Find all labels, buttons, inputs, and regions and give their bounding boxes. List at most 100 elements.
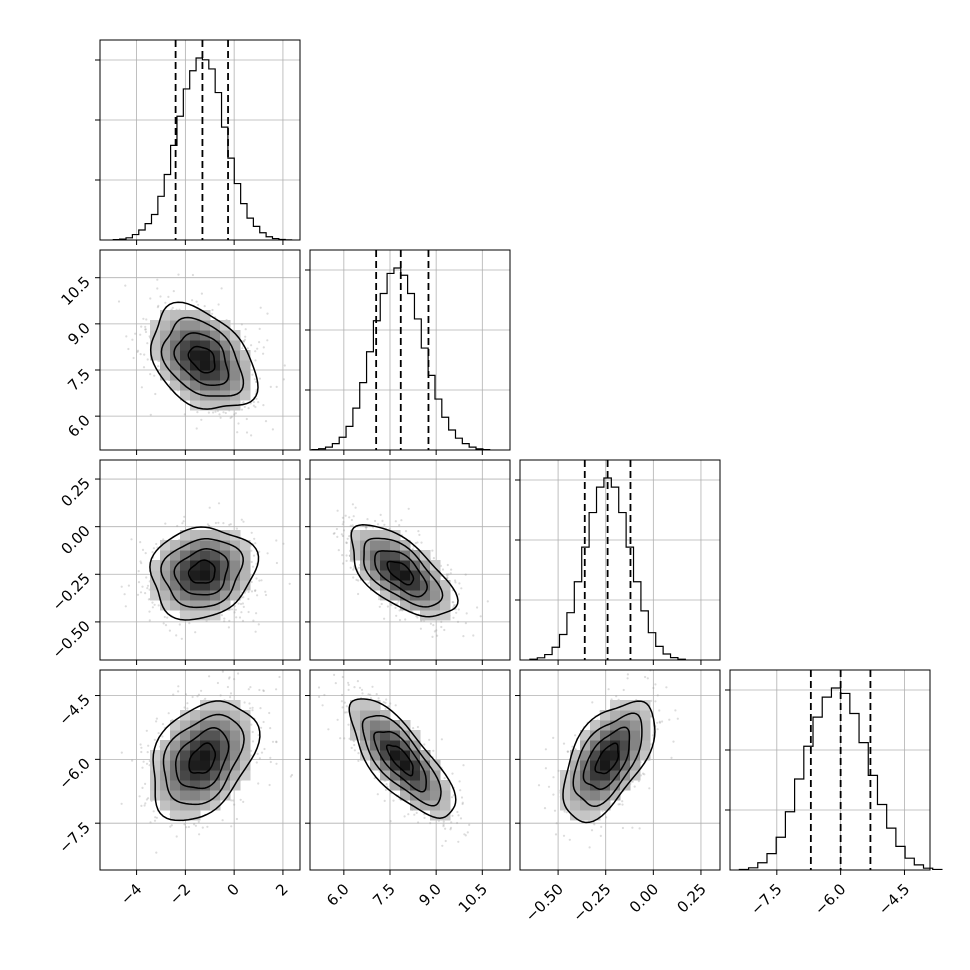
scatter-point [264,593,268,597]
scatter-point [457,814,460,817]
scatter-point [145,762,149,765]
scatter-point [262,346,265,349]
density-cell [160,330,171,341]
density-cell [200,570,211,581]
y-tick-label-2-1: −0.25 [49,569,94,614]
scatter-point [266,552,269,555]
panel-frame [99,249,301,451]
scatter-point [246,347,249,350]
density-cell [190,330,201,341]
scatter-point [347,688,350,692]
scatter-point [207,411,210,414]
density-cell [150,320,161,331]
scatter-point [262,352,265,355]
density-cell [170,380,181,391]
scatter-point [146,751,149,754]
density-cell [190,710,201,721]
scatter-point [394,606,397,610]
scatter-point [154,392,157,396]
scatter-point [383,617,386,620]
scatter-point [451,814,454,817]
scatter-point [156,287,159,290]
density-cell [200,340,211,351]
scatter-point [197,820,200,824]
scatter-point [183,413,186,416]
scatter-point [240,590,243,593]
scatter-point [218,413,221,416]
scatter-point [206,825,209,828]
scatter-point [146,342,149,345]
density-cell [220,340,231,351]
scatter-point [269,727,272,730]
density-cell [380,540,391,551]
scatter-point [201,826,204,829]
scatter-point [464,573,467,576]
scatter-point [153,374,156,377]
density-cell [210,370,221,381]
panel-2-1 [305,459,511,665]
y-tick-label-1-3: 10.5 [57,273,93,309]
scatter-point [404,618,407,621]
scatter-point [242,340,245,343]
scatter-point [394,704,397,707]
scatter-point [123,593,126,596]
density-cell [190,600,201,611]
scatter-point [446,563,449,567]
scatter-point [228,619,231,623]
scatter-point [423,743,426,746]
scatter-point [140,562,143,565]
density-cell [190,760,201,771]
scatter-point [140,804,143,808]
scatter-point [398,524,401,527]
scatter-point [142,317,145,320]
scatter-point [357,579,360,582]
scatter-point [269,756,272,760]
scatter-point [258,377,261,380]
scatter-point [357,759,360,763]
scatter-point [141,548,145,552]
scatter-point [136,593,140,596]
scatter-point [345,711,348,714]
density-cell [190,370,201,381]
scatter-point [221,819,224,822]
density-cell [240,370,251,381]
scatter-point [200,689,203,692]
scatter-point [242,800,245,804]
scatter-point [143,353,146,356]
scatter-point [415,811,418,815]
scatter-point [241,619,245,623]
scatter-point [257,401,260,404]
scatter-point [466,831,469,834]
scatter-point [384,707,387,711]
scatter-point [335,527,338,531]
scatter-point [440,620,443,624]
scatter-point [340,533,343,536]
scatter-point [400,519,403,522]
scatter-point [336,535,339,539]
scatter-point [145,576,148,579]
scatter-point [136,349,140,352]
scatter-point [221,670,224,673]
scatter-point [250,344,253,347]
scatter-point [333,532,336,535]
scatter-point [223,617,226,620]
scatter-point [446,576,449,579]
scatter-point [139,353,142,356]
scatter-point [283,364,286,367]
density-cell [210,330,221,341]
scatter-point [349,566,352,569]
scatter-point [459,789,462,792]
density-cell [180,390,191,401]
scatter-point [229,692,233,695]
scatter-point [137,570,140,573]
density-cell [170,810,181,821]
scatter-point [127,584,130,587]
scatter-point [262,720,265,724]
scatter-point [180,637,183,640]
scatter-point [323,693,326,697]
density-cell [160,350,171,361]
scatter-point [348,516,351,519]
scatter-point [352,576,355,579]
scatter-point [181,522,184,525]
density-cell [160,370,171,381]
